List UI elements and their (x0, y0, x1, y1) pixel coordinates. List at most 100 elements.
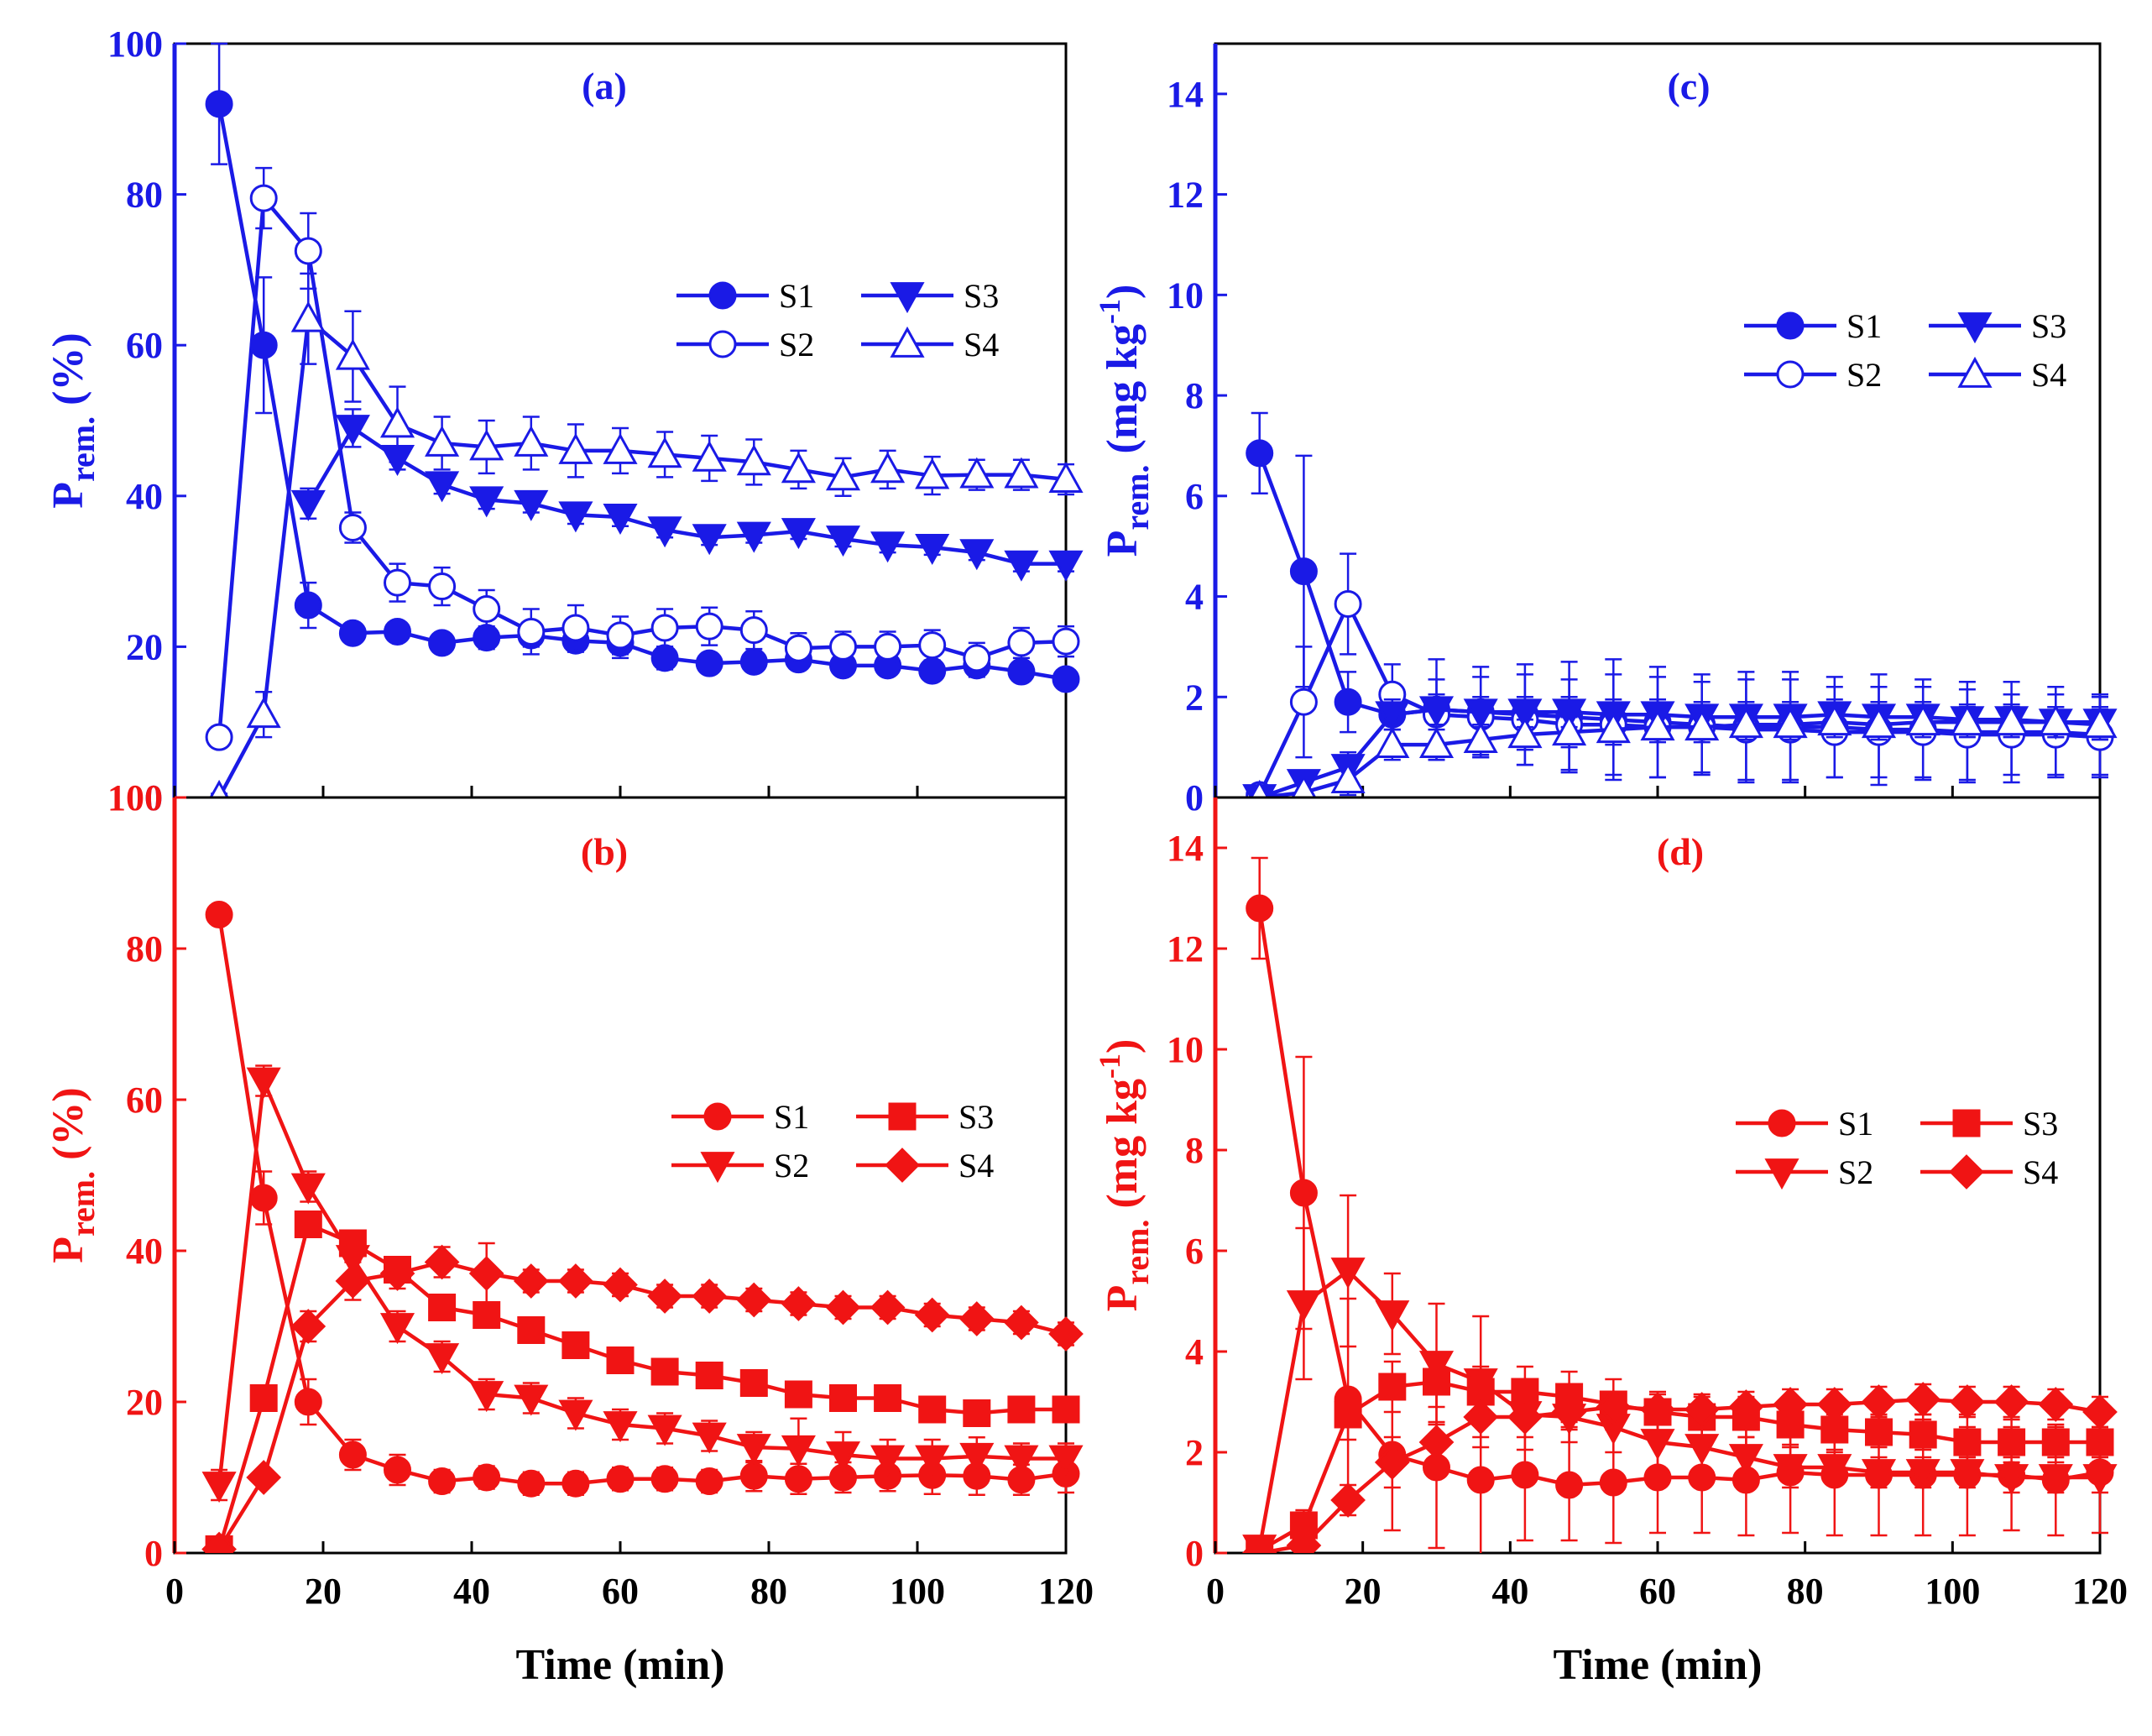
x-axis-title: Time (min) (516, 1641, 725, 1689)
y-tick-label: 60 (126, 325, 163, 366)
x-tick-label: 20 (1345, 1571, 1382, 1612)
data-point (697, 614, 722, 639)
data-point (474, 1465, 499, 1490)
data-point (1247, 441, 1272, 466)
y-tick-label: 12 (1167, 928, 1204, 970)
data-point (1601, 1470, 1626, 1495)
y-tick-label: 4 (1185, 577, 1204, 618)
data-point (786, 1382, 811, 1407)
x-tick-label: 0 (165, 1571, 184, 1612)
data-point (1690, 1465, 1715, 1490)
y-tick-label: 0 (144, 1533, 163, 1574)
data-point (1247, 896, 1272, 921)
legend-label: S1 (1846, 307, 1882, 345)
y-tick-label: 10 (1167, 1029, 1204, 1070)
legend-label: S1 (779, 277, 814, 315)
legend-label: S4 (958, 1147, 994, 1184)
y-tick-label: 2 (1185, 677, 1204, 718)
data-point (430, 574, 455, 599)
data-point (652, 615, 677, 641)
data-point (340, 1231, 365, 1256)
data-point (563, 1471, 588, 1496)
x-tick-label: 60 (602, 1571, 639, 1612)
data-point (1009, 630, 1034, 656)
data-point (964, 1401, 990, 1426)
panel-label: (a) (582, 65, 627, 107)
data-point (2087, 1430, 2113, 1455)
data-point (831, 1386, 856, 1411)
data-point (251, 1386, 276, 1411)
legend-label: S3 (2031, 307, 2066, 345)
data-point (1009, 659, 1034, 684)
legend-label: S2 (1838, 1153, 1873, 1191)
x-tick-label: 80 (750, 1571, 787, 1612)
legend-marker (890, 1104, 915, 1129)
y-tick-label: 14 (1167, 828, 1204, 869)
legend-label: S4 (964, 326, 999, 363)
y-tick-label: 60 (126, 1080, 163, 1121)
data-point (964, 646, 990, 671)
data-point (519, 619, 544, 644)
data-point (831, 634, 856, 659)
y-tick-label: 100 (107, 24, 163, 65)
x-tick-label: 0 (1206, 1571, 1225, 1612)
legend-marker (1778, 362, 1803, 387)
x-tick-label: 60 (1639, 1571, 1676, 1612)
data-point (1291, 689, 1316, 714)
x-tick-label: 120 (2072, 1571, 2128, 1612)
data-point (430, 1469, 455, 1494)
y-tick-label: 0 (1185, 777, 1204, 818)
y-tick-label: 80 (126, 175, 163, 216)
x-tick-label: 40 (1491, 1571, 1528, 1612)
legend-label: S1 (1838, 1105, 1873, 1143)
data-point (608, 1348, 633, 1373)
y-tick-label: 12 (1167, 175, 1204, 216)
y-tick-label: 8 (1185, 375, 1204, 416)
data-point (1512, 1462, 1538, 1488)
x-tick-label: 80 (1787, 1571, 1824, 1612)
data-point (697, 1469, 722, 1494)
data-point (251, 186, 276, 211)
data-point (295, 1212, 321, 1237)
data-point (1645, 1465, 1670, 1490)
legend-marker (1954, 1111, 1979, 1136)
panel-label: (c) (1667, 65, 1710, 107)
data-point (1335, 689, 1361, 714)
data-point (251, 332, 276, 358)
data-point (920, 633, 945, 658)
data-point (251, 1185, 276, 1210)
data-point (385, 1457, 410, 1482)
legend-label: S4 (2031, 356, 2066, 394)
data-point (652, 1467, 677, 1492)
x-axis-title: Time (min) (1554, 1641, 1763, 1689)
panel-label: (d) (1657, 830, 1704, 873)
data-point (652, 646, 677, 671)
data-point (1053, 667, 1079, 692)
data-point (920, 658, 945, 683)
data-point (1053, 629, 1079, 654)
data-point (519, 1471, 544, 1496)
data-point (385, 570, 410, 595)
legend-marker (705, 1104, 730, 1129)
y-tick-label: 6 (1185, 476, 1204, 517)
legend-label: S2 (779, 326, 814, 363)
data-point (741, 1371, 766, 1396)
y-tick-label: 10 (1167, 275, 1204, 316)
x-tick-label: 100 (1925, 1571, 1980, 1612)
data-point (608, 1467, 633, 1492)
legend-marker (710, 283, 735, 308)
data-point (474, 597, 499, 622)
legend-label: S1 (774, 1098, 809, 1136)
data-point (430, 1295, 455, 1320)
data-point (519, 1318, 544, 1343)
data-point (474, 1303, 499, 1328)
y-tick-label: 8 (1185, 1130, 1204, 1171)
panel-label: (b) (581, 830, 628, 873)
data-point (920, 1397, 945, 1422)
legend-label: S2 (1846, 356, 1882, 394)
y-tick-label: 40 (126, 1231, 163, 1272)
y-tick-label: 20 (126, 1382, 163, 1423)
x-tick-label: 20 (305, 1571, 342, 1612)
x-tick-label: 40 (453, 1571, 490, 1612)
